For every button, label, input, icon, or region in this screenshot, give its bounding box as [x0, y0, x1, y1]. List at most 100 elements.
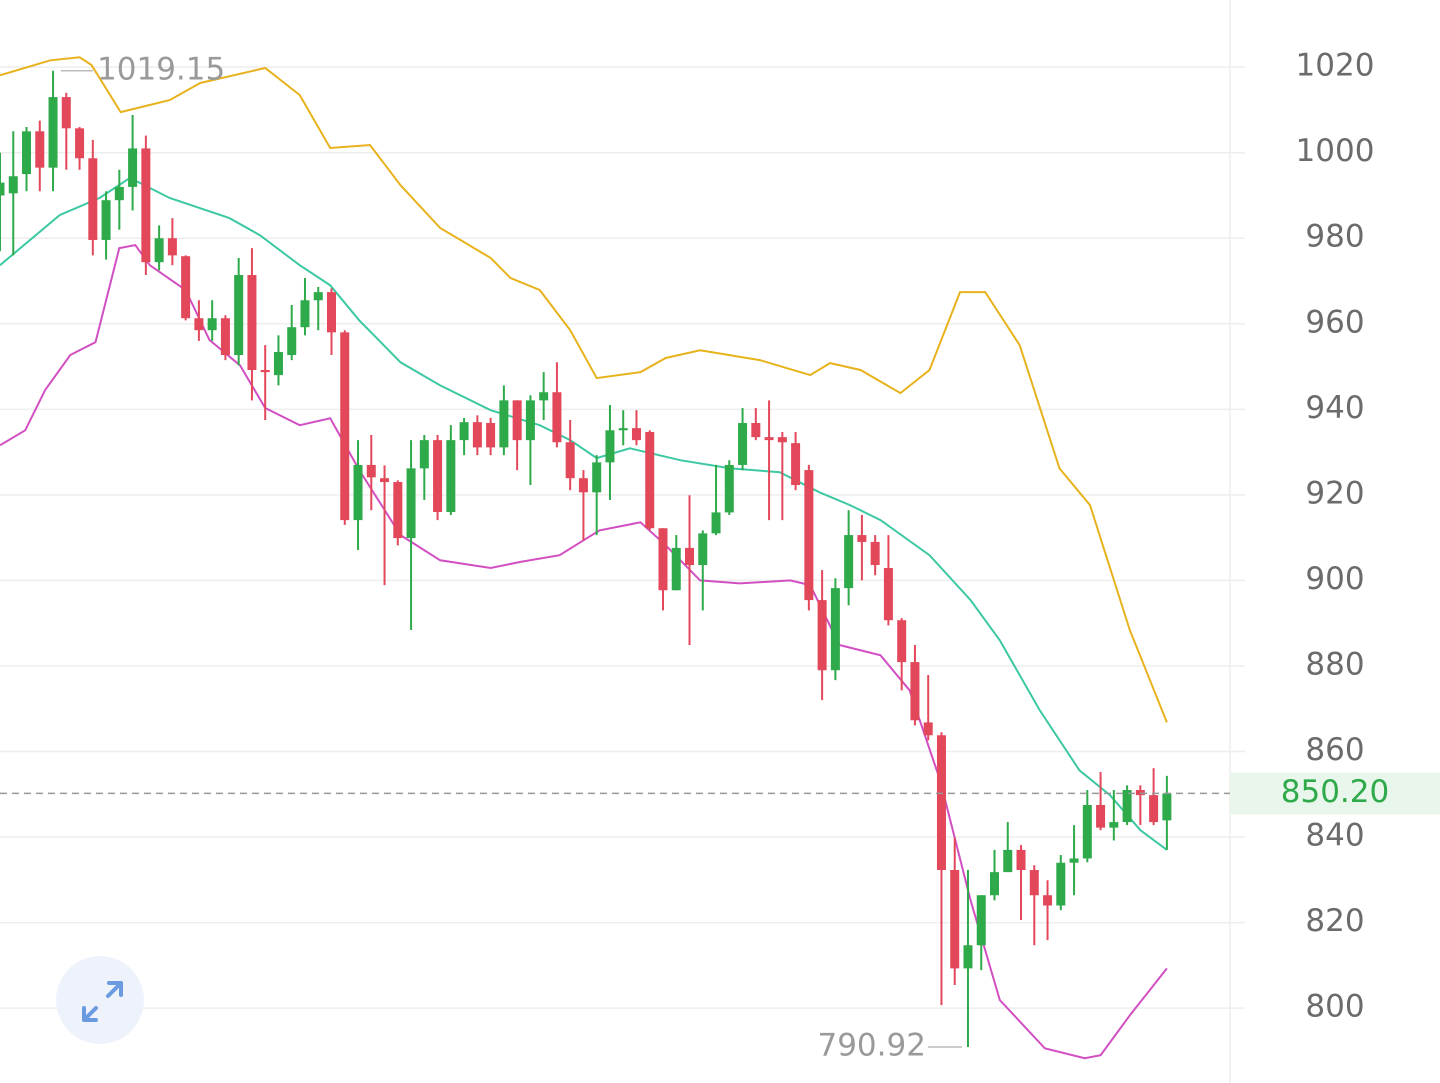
candle-body: [685, 547, 695, 566]
candle-body: [1003, 849, 1013, 873]
candle-body: [645, 432, 655, 529]
candle-body: [167, 238, 177, 256]
y-tick-label: 1000: [1296, 133, 1375, 169]
candle-body: [114, 186, 124, 201]
candle-body: [804, 470, 814, 601]
candle-body: [393, 482, 403, 539]
candle-body: [605, 430, 615, 463]
candle-body: [883, 568, 893, 621]
candle-body: [1082, 804, 1092, 859]
low-label: 790.92: [817, 1027, 925, 1063]
candle-body: [406, 468, 416, 539]
candle-body: [1016, 849, 1026, 870]
candle-body: [75, 128, 85, 159]
band-line: [0, 56, 1168, 723]
candle-body: [764, 437, 774, 441]
candle-body: [366, 464, 376, 478]
candle-body: [1056, 862, 1066, 906]
candle-body: [486, 423, 496, 448]
candle-body: [88, 158, 98, 240]
candle-body: [154, 238, 164, 263]
y-tick-label: 840: [1305, 818, 1364, 854]
candle-body: [313, 292, 323, 301]
y-tick-label: 920: [1305, 475, 1364, 511]
candle-body: [844, 535, 854, 589]
candle-body: [738, 423, 748, 465]
y-tick-label: 820: [1305, 903, 1364, 939]
candle-body: [0, 182, 5, 196]
candle-body: [910, 662, 920, 721]
candle-body: [512, 400, 522, 441]
y-tick-label: 800: [1305, 989, 1364, 1025]
candle-body: [459, 422, 469, 441]
candle-body: [976, 895, 986, 946]
candle-body: [433, 440, 443, 512]
candle-body: [194, 318, 204, 331]
candle-body: [1096, 804, 1106, 828]
candle-body: [499, 400, 509, 448]
candle-body: [35, 131, 45, 168]
candle-body: [1149, 795, 1159, 823]
candle-body: [1135, 790, 1145, 796]
candle-body: [870, 541, 880, 566]
candle-body: [897, 620, 907, 663]
candle-body: [181, 256, 191, 319]
candle-body: [565, 442, 575, 479]
candle-body: [128, 148, 138, 187]
candle-body: [698, 533, 708, 566]
candle-body: [141, 148, 151, 263]
expand-button[interactable]: [56, 956, 144, 1044]
candle-body: [539, 392, 549, 401]
candle-body: [936, 735, 946, 870]
candle-body: [552, 392, 562, 443]
high-label: 1019.15: [97, 51, 225, 87]
candle-body: [950, 869, 960, 969]
candle-body: [592, 462, 602, 493]
candle-body: [300, 300, 310, 328]
expand-icon[interactable]: [82, 981, 123, 1022]
candle-body: [48, 97, 58, 168]
candle-body: [711, 512, 721, 534]
candle-body: [1043, 895, 1053, 906]
candle-body: [1122, 790, 1132, 823]
candle-body: [1029, 869, 1039, 896]
last-price-label: 850.20: [1281, 774, 1389, 810]
candle-body: [857, 535, 867, 542]
candle-body: [22, 131, 32, 175]
candle-body: [380, 478, 390, 483]
y-tick-label: 980: [1305, 219, 1364, 255]
last-price-box: [1230, 772, 1440, 815]
band-line: [0, 244, 1168, 1060]
candle-body: [260, 369, 270, 373]
y-tick-label: 960: [1305, 304, 1364, 340]
candle-body: [830, 588, 840, 671]
candle-body: [777, 437, 787, 443]
candle-body: [419, 440, 429, 469]
candle-body: [340, 332, 350, 521]
candle-body: [61, 97, 71, 129]
candle-body: [671, 547, 681, 591]
expand-button-bg[interactable]: [56, 956, 144, 1044]
candle-body: [1109, 822, 1119, 828]
candle-body: [101, 200, 111, 240]
candle-body: [1162, 793, 1172, 821]
candle-body: [923, 722, 933, 736]
candle-body: [8, 176, 18, 194]
candle-body: [327, 292, 336, 333]
y-tick-label: 880: [1305, 646, 1364, 682]
candle-body: [273, 352, 283, 376]
candle-body: [220, 318, 230, 356]
candle-body: [234, 275, 244, 356]
candle-body: [751, 423, 761, 438]
candle-body: [525, 400, 535, 441]
candle-body: [446, 440, 456, 512]
candle-body: [631, 428, 641, 441]
candle-body: [472, 422, 482, 448]
y-tick-label: 900: [1305, 561, 1364, 597]
candle-body: [658, 528, 668, 591]
candle-body: [817, 600, 827, 671]
candle-body: [207, 318, 217, 331]
candle-body: [1069, 858, 1079, 863]
y-tick-label: 940: [1305, 390, 1364, 426]
